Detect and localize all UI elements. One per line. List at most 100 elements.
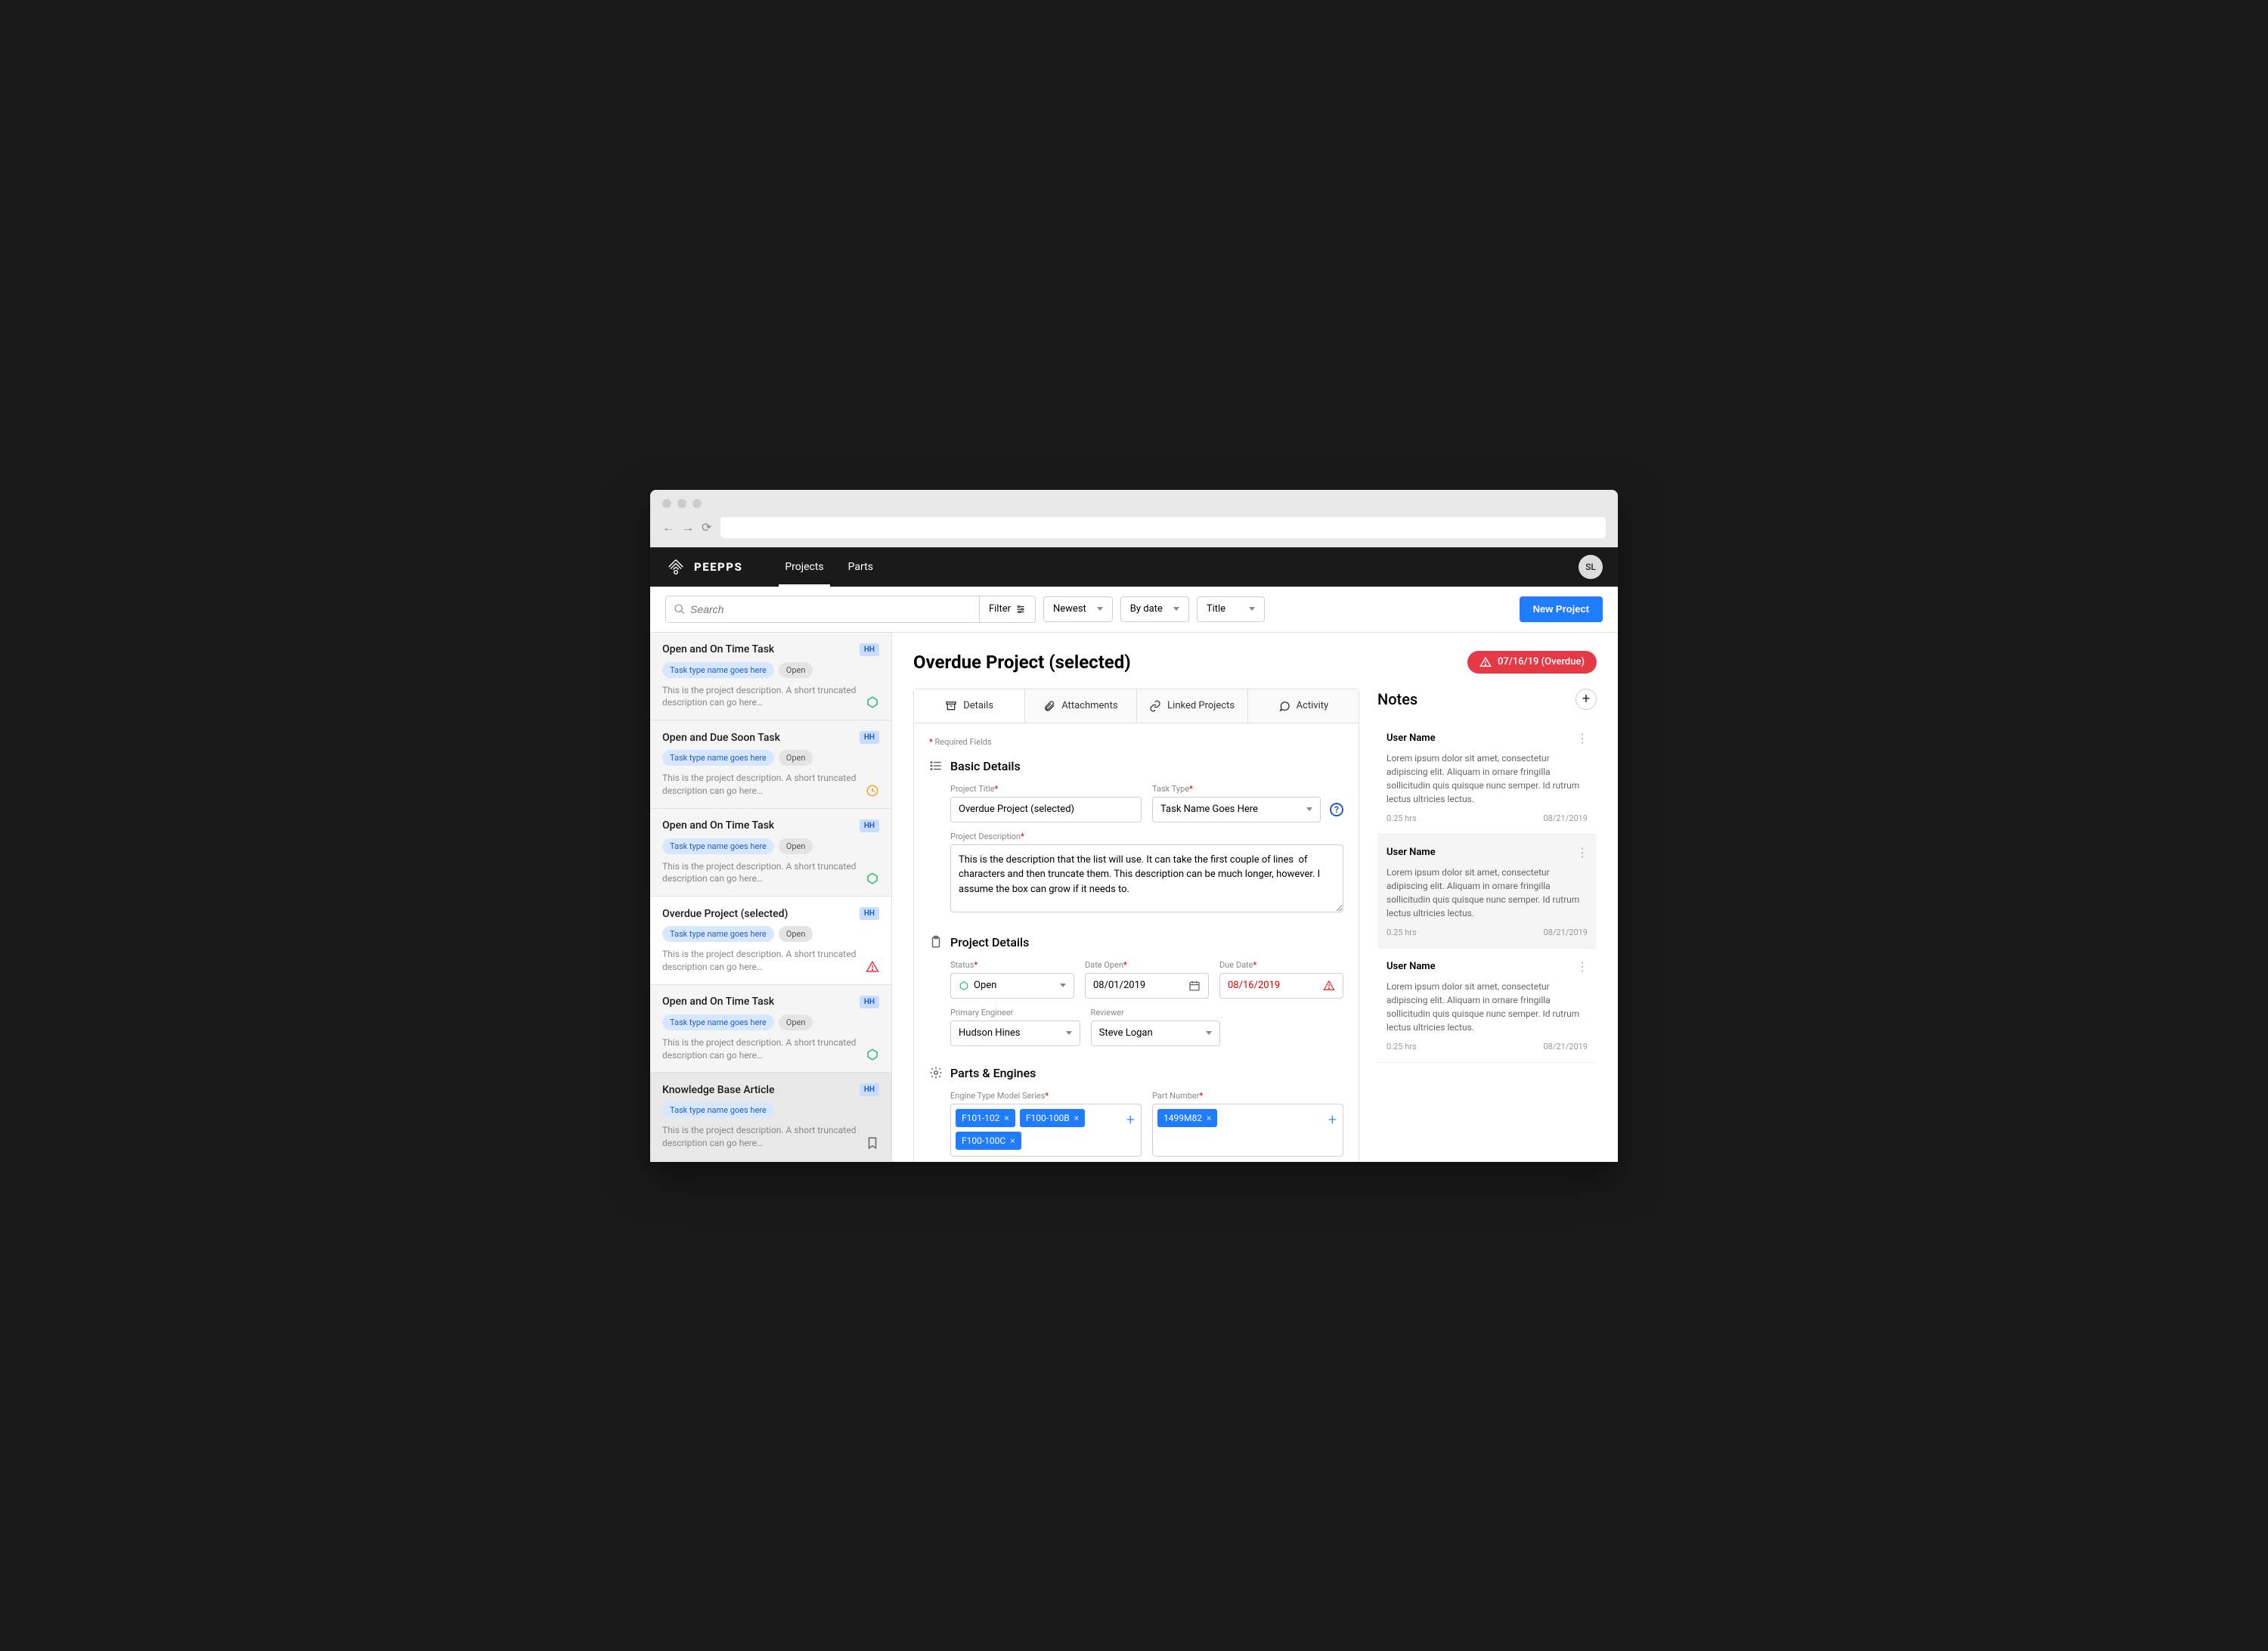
alert-icon [1323, 980, 1335, 992]
logo[interactable]: PEEPPS [665, 556, 742, 578]
user-avatar[interactable]: SL [1579, 555, 1603, 579]
browser-reload-icon[interactable]: ⟳ [702, 520, 711, 535]
note-body: Lorem ipsum dolor sit amet, consectetur … [1387, 980, 1588, 1034]
project-title-input[interactable]: Overdue Project (selected) [950, 797, 1142, 822]
project-list-item[interactable]: Open and On Time TaskHHTask type name go… [650, 633, 891, 721]
project-list-item[interactable]: Overdue Project (selected)HHTask type na… [650, 897, 891, 985]
field-primary-engineer: Primary Engineer Hudson Hines [950, 1008, 1080, 1046]
hex-icon [959, 980, 969, 991]
type-chip: Task type name goes here [662, 926, 774, 942]
section-header: Basic Details [929, 759, 1343, 773]
section-header: Parts & Engines [929, 1066, 1343, 1080]
add-note-button[interactable]: + [1576, 689, 1597, 710]
note-menu-icon[interactable]: ⋮ [1576, 959, 1588, 974]
tag: F101-102 × [956, 1109, 1015, 1127]
search-box [666, 596, 979, 622]
tab-linked-projects[interactable]: Linked Projects [1137, 689, 1248, 723]
note-hours: 0.25 hrs [1387, 1042, 1417, 1052]
status-chip: Open [779, 1014, 813, 1030]
description-textarea[interactable] [950, 844, 1343, 912]
filter-button[interactable]: Filter [979, 596, 1035, 622]
calendar-icon [1188, 980, 1201, 992]
browser-min-dot[interactable] [677, 499, 686, 508]
field-part-number: Part Number* 1499M82 ×+ [1152, 1091, 1343, 1157]
note-menu-icon[interactable]: ⋮ [1576, 845, 1588, 860]
search-input[interactable] [690, 603, 971, 615]
tab-activity[interactable]: Activity [1248, 689, 1359, 723]
content: Overdue Project (selected) 07/16/19 (Ove… [892, 633, 1618, 1162]
search-group: Filter [665, 596, 1036, 623]
overdue-badge: 07/16/19 (Overdue) [1467, 651, 1597, 674]
tag: F100-100B × [1020, 1109, 1085, 1127]
section-project-details: Project Details Status* Open [929, 935, 1343, 1046]
note-date: 08/21/2019 [1543, 1042, 1588, 1052]
project-list-item[interactable]: Open and Due Soon TaskHHTask type name g… [650, 720, 891, 809]
note-user: User Name [1387, 733, 1436, 744]
note-user: User Name [1387, 961, 1436, 972]
assignee-badge: HH [860, 731, 879, 744]
assignee-badge: HH [860, 643, 879, 656]
sort-newest-dropdown[interactable]: Newest [1043, 596, 1113, 622]
browser-bar: ← → ⟳ [662, 517, 1606, 547]
note-hours: 0.25 hrs [1387, 928, 1417, 937]
date-open-input[interactable]: 08/01/2019 [1085, 973, 1209, 999]
note-menu-icon[interactable]: ⋮ [1576, 731, 1588, 745]
project-list-item[interactable]: Knowledge Base ArticleHHTask type name g… [650, 1073, 891, 1161]
due-date-input[interactable]: 08/16/2019 [1219, 973, 1343, 999]
notes-header: Notes + [1377, 689, 1597, 710]
tag-remove-icon[interactable]: × [1004, 1113, 1009, 1123]
task-type-select[interactable]: Task Name Goes Here [1152, 797, 1321, 822]
project-list-item[interactable]: Open and On Time TaskHHTask type name go… [650, 809, 891, 897]
new-project-button[interactable]: New Project [1520, 596, 1603, 622]
engine-tags-input[interactable]: F101-102 × F100-100B × F100-100C × + [950, 1104, 1142, 1157]
sort-bydate-dropdown[interactable]: By date [1120, 596, 1189, 622]
hex-green-icon [866, 695, 879, 709]
field-label: Due Date* [1219, 960, 1343, 970]
list-item-desc: This is the project description. A short… [662, 860, 858, 886]
topnav-item-parts[interactable]: Parts [836, 547, 885, 587]
content-layout: DetailsAttachmentsLinked ProjectsActivit… [913, 689, 1597, 1162]
status-select[interactable]: Open [950, 973, 1074, 999]
list-item-desc: This is the project description. A short… [662, 684, 858, 710]
list-item-title: Knowledge Base Article [662, 1084, 775, 1096]
browser-max-dot[interactable] [692, 499, 702, 508]
tab-details[interactable]: Details [914, 689, 1025, 723]
browser-close-dot[interactable] [662, 499, 671, 508]
list-item-desc: This is the project description. A short… [662, 772, 858, 798]
sort-title-dropdown[interactable]: Title [1197, 596, 1265, 622]
project-list-item[interactable]: Open and On Time TaskHHTask type name go… [650, 985, 891, 1073]
tab-attachments[interactable]: Attachments [1025, 689, 1136, 723]
field-label: Task Type* [1152, 784, 1321, 794]
field-reviewer: Reviewer Steve Logan [1091, 1008, 1221, 1046]
browser-url-bar[interactable] [720, 517, 1606, 538]
tag-remove-icon[interactable]: × [1010, 1135, 1015, 1146]
browser-forward-icon[interactable]: → [682, 520, 694, 535]
field-label: Reviewer [1091, 1008, 1221, 1018]
tag: F100-100C × [956, 1132, 1021, 1150]
page-title: Overdue Project (selected) [913, 652, 1131, 673]
project-list: Open and On Time Task HH Task type name go… [650, 633, 892, 1162]
browser-back-icon[interactable]: ← [662, 520, 674, 535]
link-icon [1149, 700, 1161, 712]
search-icon [674, 603, 686, 615]
list-item-title: Open and On Time Task [662, 996, 774, 1008]
sliders-icon [1015, 604, 1026, 615]
help-icon[interactable]: ? [1330, 803, 1343, 816]
field-engine-series: Engine Type Model Series* F101-102 ×F100… [950, 1091, 1142, 1157]
status-chip: Open [779, 662, 813, 678]
reviewer-select[interactable]: Steve Logan [1091, 1021, 1221, 1046]
add-tag-icon[interactable]: + [1328, 1110, 1337, 1129]
field-label: Primary Engineer [950, 1008, 1080, 1018]
chevron-down-icon [1206, 1031, 1212, 1035]
browser-window-controls [662, 499, 1606, 508]
tag-remove-icon[interactable]: × [1207, 1113, 1211, 1123]
list-item-title: Overdue Project (selected) [662, 908, 788, 920]
type-chip: Task type name goes here [662, 662, 774, 678]
part-tags-input[interactable]: 1499M82 ×+ [1152, 1104, 1343, 1157]
note-item: User Name ⋮ Lorem ipsum dolor sit amet, co… [1377, 949, 1597, 1063]
primary-engineer-select[interactable]: Hudson Hines [950, 1021, 1080, 1046]
list-item-title: Open and On Time Task [662, 819, 774, 832]
add-tag-icon[interactable]: + [1126, 1110, 1135, 1129]
topnav-item-projects[interactable]: Projects [773, 547, 835, 587]
tag-remove-icon[interactable]: × [1074, 1113, 1079, 1123]
